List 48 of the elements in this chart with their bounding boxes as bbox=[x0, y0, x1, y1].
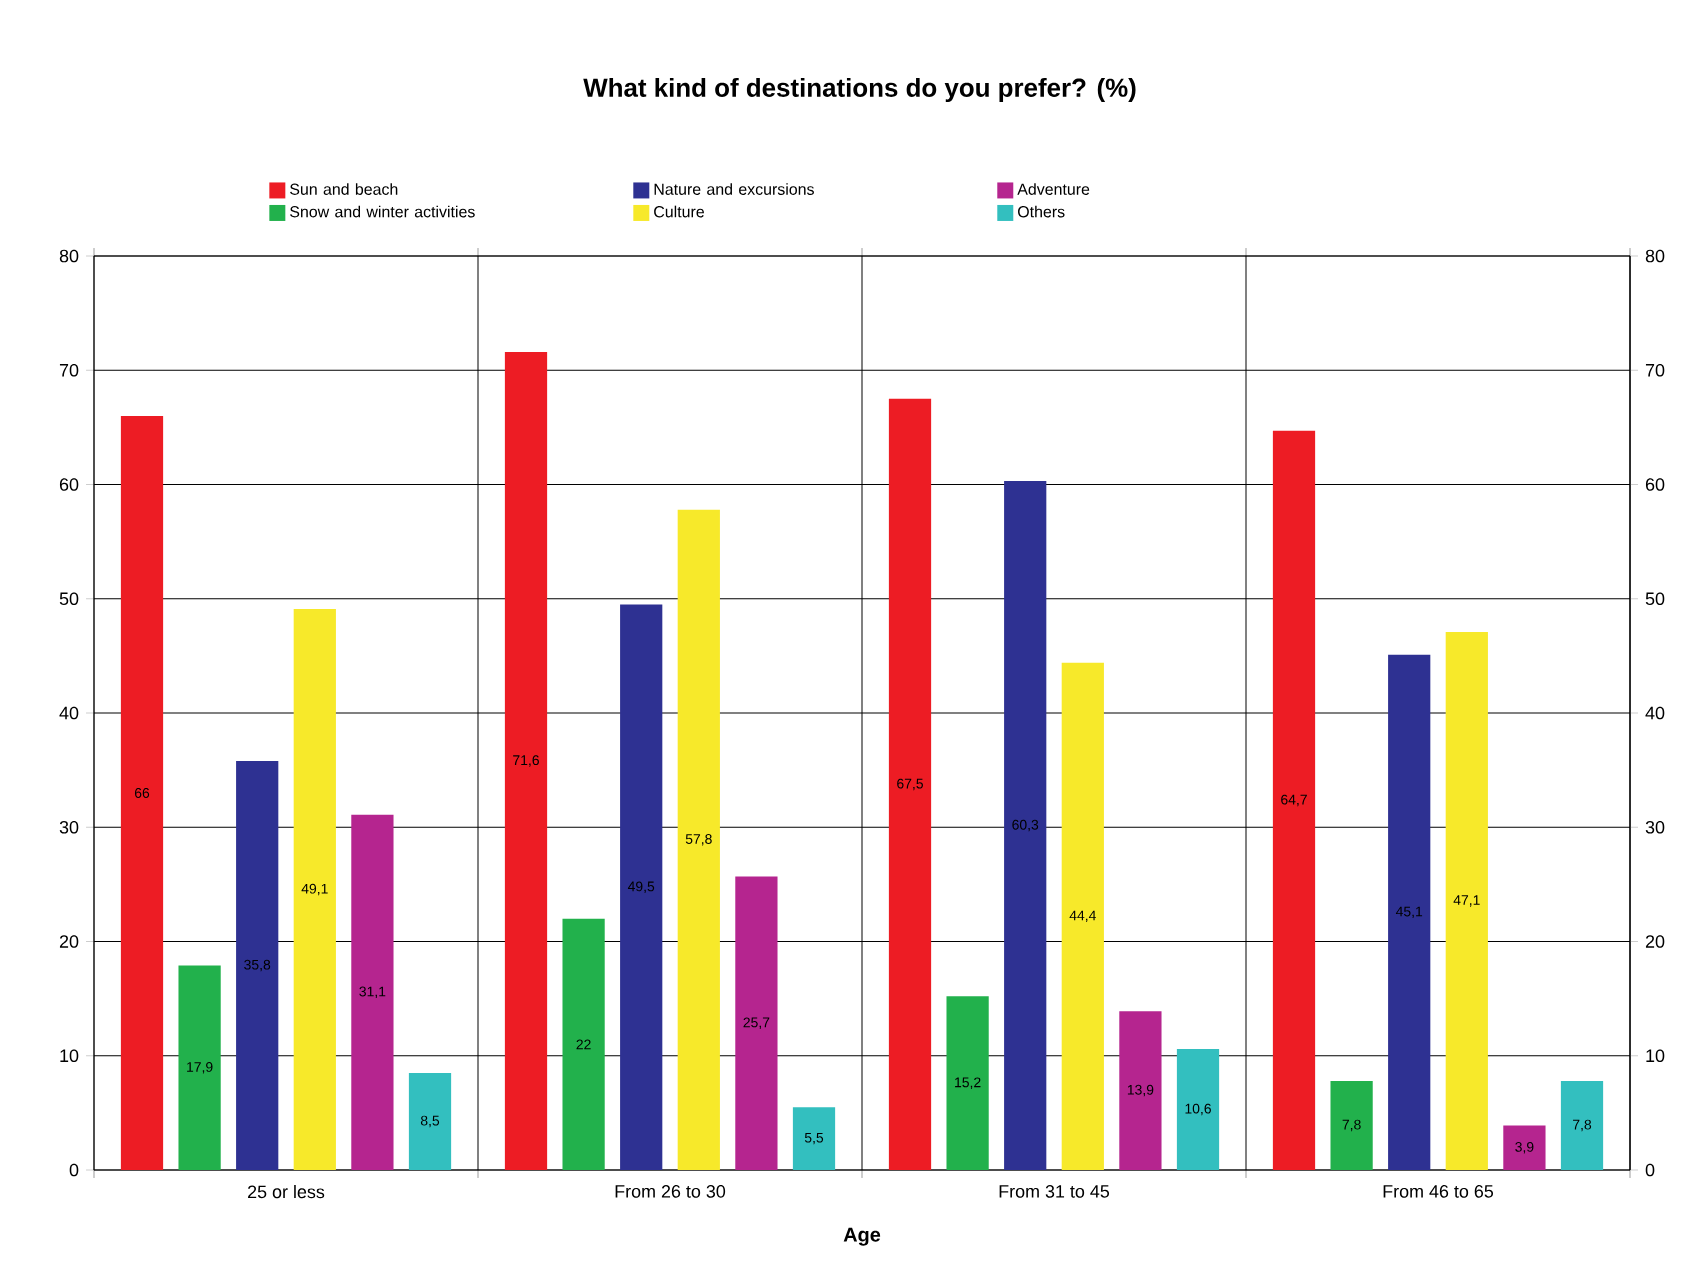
bar bbox=[1061, 662, 1104, 1170]
bar bbox=[1004, 481, 1047, 1170]
bar bbox=[562, 918, 605, 1170]
y-tick-label: 10 bbox=[1646, 1049, 1665, 1063]
y-tick-label: 50 bbox=[1645, 592, 1665, 606]
y2-tick-label: 80 bbox=[59, 249, 79, 263]
bar bbox=[351, 814, 394, 1170]
bar bbox=[504, 351, 548, 1170]
bar bbox=[293, 609, 336, 1170]
bar bbox=[1176, 1048, 1220, 1170]
bar bbox=[1330, 1080, 1373, 1170]
y-tick-label: 0 bbox=[1645, 1163, 1655, 1177]
y-tick-label: 80 bbox=[1645, 249, 1665, 263]
y-tick-label: 20 bbox=[1645, 935, 1665, 948]
bar bbox=[1560, 1080, 1604, 1170]
y2-tick-label: 20 bbox=[59, 935, 79, 948]
bar bbox=[1503, 1125, 1546, 1170]
chart-title: What kind of destinations do you prefer? (%) bbox=[583, 77, 1136, 103]
bar bbox=[620, 604, 663, 1170]
y-tick-label: 40 bbox=[1645, 706, 1665, 720]
x-tick-label: From 46 to 65 bbox=[1383, 1185, 1494, 1198]
y-tick-label: 30 bbox=[1645, 820, 1665, 834]
x-tick-label: From 31 to 45 bbox=[999, 1185, 1110, 1198]
bar bbox=[946, 996, 989, 1170]
y2-tick-label: 70 bbox=[59, 363, 79, 377]
bar bbox=[178, 965, 221, 1170]
bar bbox=[792, 1107, 836, 1170]
y2-tick-label: 10 bbox=[60, 1049, 79, 1063]
bar bbox=[735, 876, 778, 1170]
bar bbox=[888, 398, 932, 1170]
y-tick-label: 60 bbox=[1645, 478, 1665, 491]
bar bbox=[236, 760, 279, 1170]
bar bbox=[120, 415, 164, 1170]
y2-tick-label: 50 bbox=[59, 592, 79, 606]
bar bbox=[1445, 631, 1488, 1170]
y2-tick-label: 40 bbox=[59, 706, 79, 720]
x-tick-label: From 26 to 30 bbox=[615, 1185, 726, 1198]
bar bbox=[1388, 654, 1431, 1170]
y-tick-label: 70 bbox=[1645, 363, 1665, 377]
y2-tick-label: 30 bbox=[59, 820, 79, 834]
x-axis-title: Age bbox=[843, 1227, 881, 1246]
y2-tick-label: 0 bbox=[69, 1163, 79, 1177]
bar bbox=[1119, 1011, 1162, 1170]
bar bbox=[1272, 430, 1316, 1170]
bar bbox=[677, 509, 720, 1170]
y2-tick-label: 60 bbox=[59, 478, 79, 491]
x-tick-label: 25 or less bbox=[248, 1185, 325, 1199]
bar bbox=[408, 1072, 452, 1170]
